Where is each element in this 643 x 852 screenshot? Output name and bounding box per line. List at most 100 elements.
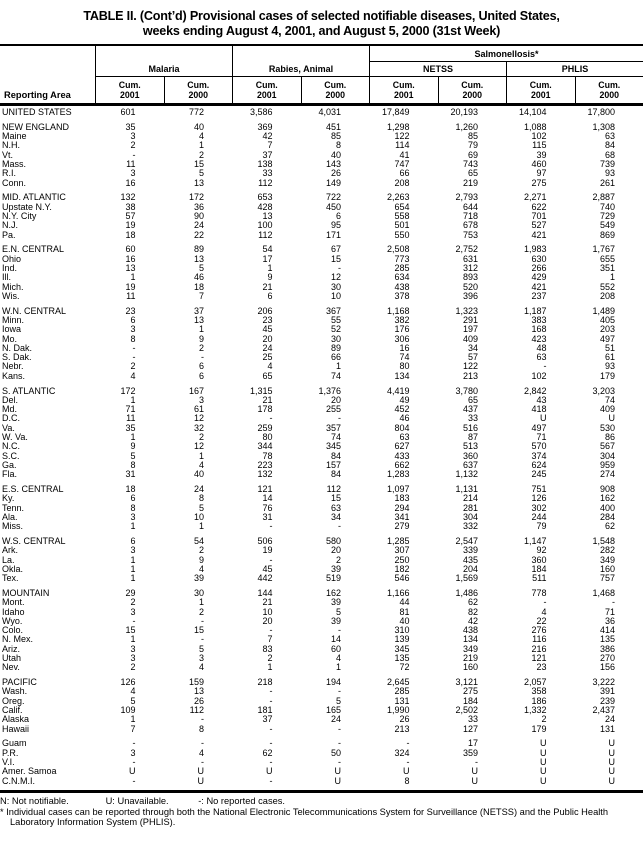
value-cell: 773	[394, 253, 410, 264]
table-section: S. ATLANTIC 172 167 1,315 1,376 4,419 3,780 2,8…	[0, 385, 643, 480]
value-cell: 57	[125, 210, 136, 221]
value-cell: -	[201, 714, 204, 725]
value-cell: 13	[193, 177, 204, 188]
value-cell: 82	[467, 606, 478, 617]
value-cell: 244	[531, 511, 547, 522]
value-cell: 20	[262, 615, 273, 626]
value-cell: 208	[394, 177, 410, 188]
value-cell: 7	[267, 634, 273, 645]
value-cell: 3	[198, 394, 204, 405]
header-spacer	[232, 46, 369, 62]
value-cell: 1,376	[318, 385, 341, 396]
value-cell: 67	[330, 244, 341, 255]
value-cell: 132	[120, 192, 136, 203]
value-cell: 275	[531, 177, 547, 188]
table-row: W. Va. 1 2 80 74 63 87 71 86	[0, 432, 643, 442]
value-cell: 93	[604, 361, 615, 372]
value-cell: 43	[536, 394, 547, 405]
value-cell: 39	[330, 563, 341, 574]
value-cell: 95	[330, 220, 341, 231]
value-cell: 143	[325, 158, 341, 169]
value-cell: 203	[599, 324, 615, 335]
value-cell: 429	[531, 272, 547, 283]
value-cell: 1	[130, 394, 136, 405]
value-cell: U	[129, 766, 136, 777]
value-cell: 92	[536, 545, 547, 556]
reporting-area-cell: Md.	[2, 404, 18, 415]
value-cell: 204	[462, 563, 478, 574]
table-row: Colo. 15 15 - - 310 438 276 414	[0, 625, 643, 636]
value-cell: 245	[531, 469, 547, 480]
value-cell: -	[338, 413, 341, 424]
value-cell: 121	[531, 653, 547, 664]
value-cell: 437	[462, 404, 478, 415]
table-row: Mont. 2 1 21 39 44 62- -	[0, 597, 643, 607]
table-row: N.Y. City 57 90 13 6 558 718 701 729	[0, 210, 643, 221]
value-cell: 68	[604, 149, 615, 160]
value-cell: 451	[325, 121, 341, 132]
value-cell: 160	[599, 563, 615, 574]
value-cell: 20	[262, 333, 273, 344]
value-cell: 15	[125, 625, 136, 636]
value-cell: -	[132, 757, 136, 767]
value-cell: 1	[130, 634, 136, 645]
value-cell: 14	[330, 634, 341, 645]
value-cell: 627	[394, 441, 410, 452]
value-cell: 9	[130, 441, 136, 452]
value-cell: 4,419	[386, 385, 410, 396]
salmonellosis-header: Salmonellosis*	[369, 46, 643, 62]
value-cell: 383	[531, 314, 547, 325]
value-cell: 61	[193, 404, 204, 415]
reporting-area-cell: N. Mex.	[2, 634, 34, 645]
table-row: Alaska 1 - 37 24 26 33 2 24	[0, 714, 643, 725]
value-cell: 284	[599, 511, 615, 522]
table-row: Nebr. 2 6 4 1 80 122 - 93	[0, 361, 643, 372]
value-cell: 78	[262, 450, 273, 461]
value-cell: U	[334, 775, 342, 786]
value-cell: 51	[604, 342, 615, 353]
table-row: Ill. 1 46 9 12 634 893 429 1	[0, 272, 643, 283]
value-cell: 1,147	[523, 535, 547, 546]
table-row: N.J. 19 24 100 95 501 678 527 549	[0, 220, 643, 231]
reporting-area-cell: E.S. CENTRAL	[2, 483, 64, 494]
value-cell: 1,298	[386, 121, 410, 132]
value-cell: 176	[394, 324, 410, 335]
value-cell: 84	[604, 140, 615, 151]
value-cell: -	[338, 757, 341, 767]
value-cell: 19	[262, 545, 273, 556]
reporting-area-cell: Ark.	[2, 545, 19, 556]
reporting-area-cell: Ga.	[2, 459, 17, 470]
value-cell: 804	[394, 422, 410, 433]
value-cell: 438	[394, 281, 410, 292]
value-cell: 266	[531, 262, 547, 273]
reporting-area-cell: N.J.	[2, 220, 19, 231]
value-cell: 2	[198, 149, 204, 160]
value-cell: 134	[462, 634, 478, 645]
reporting-area-cell: Va.	[2, 422, 15, 433]
value-cell: 37	[262, 714, 273, 725]
table-row: Ohio 16 13 17 15 773 631 630 655	[0, 253, 643, 264]
table-row: Kans. 4 6 65 74 134 213 102 179	[0, 371, 643, 381]
value-cell: 1	[130, 554, 136, 565]
value-cell: 12	[330, 272, 341, 283]
value-cell: 135	[394, 653, 410, 664]
table-section: E.S. CENTRAL 18 24 121 112 1,097 1,131 751 908 Ky…	[0, 483, 643, 531]
value-cell: 304	[599, 450, 615, 461]
value-cell: 1	[267, 262, 273, 273]
reporting-area-cell: Ill.	[2, 272, 11, 283]
table-row: Iowa 3 1 45 52 176 197 168 203	[0, 324, 643, 335]
value-cell: 30	[330, 281, 341, 292]
value-cell: 184	[462, 695, 478, 706]
value-cell: 1,088	[523, 121, 547, 132]
value-cell: 9	[267, 272, 273, 283]
table-title-line1: TABLE II. (Cont’d) Provisional cases of …	[83, 9, 560, 23]
footnotes: N: Not notifiable. U: Unavailable. -: No…	[0, 793, 643, 828]
value-cell: 1	[130, 432, 136, 442]
value-cell: U	[471, 775, 479, 786]
value-cell: 255	[325, 404, 341, 415]
value-cell: 38	[125, 201, 136, 212]
value-cell: 34	[330, 511, 341, 522]
value-cell: 40	[193, 469, 204, 480]
value-cell: 3	[130, 168, 136, 179]
value-cell: -	[338, 625, 341, 636]
